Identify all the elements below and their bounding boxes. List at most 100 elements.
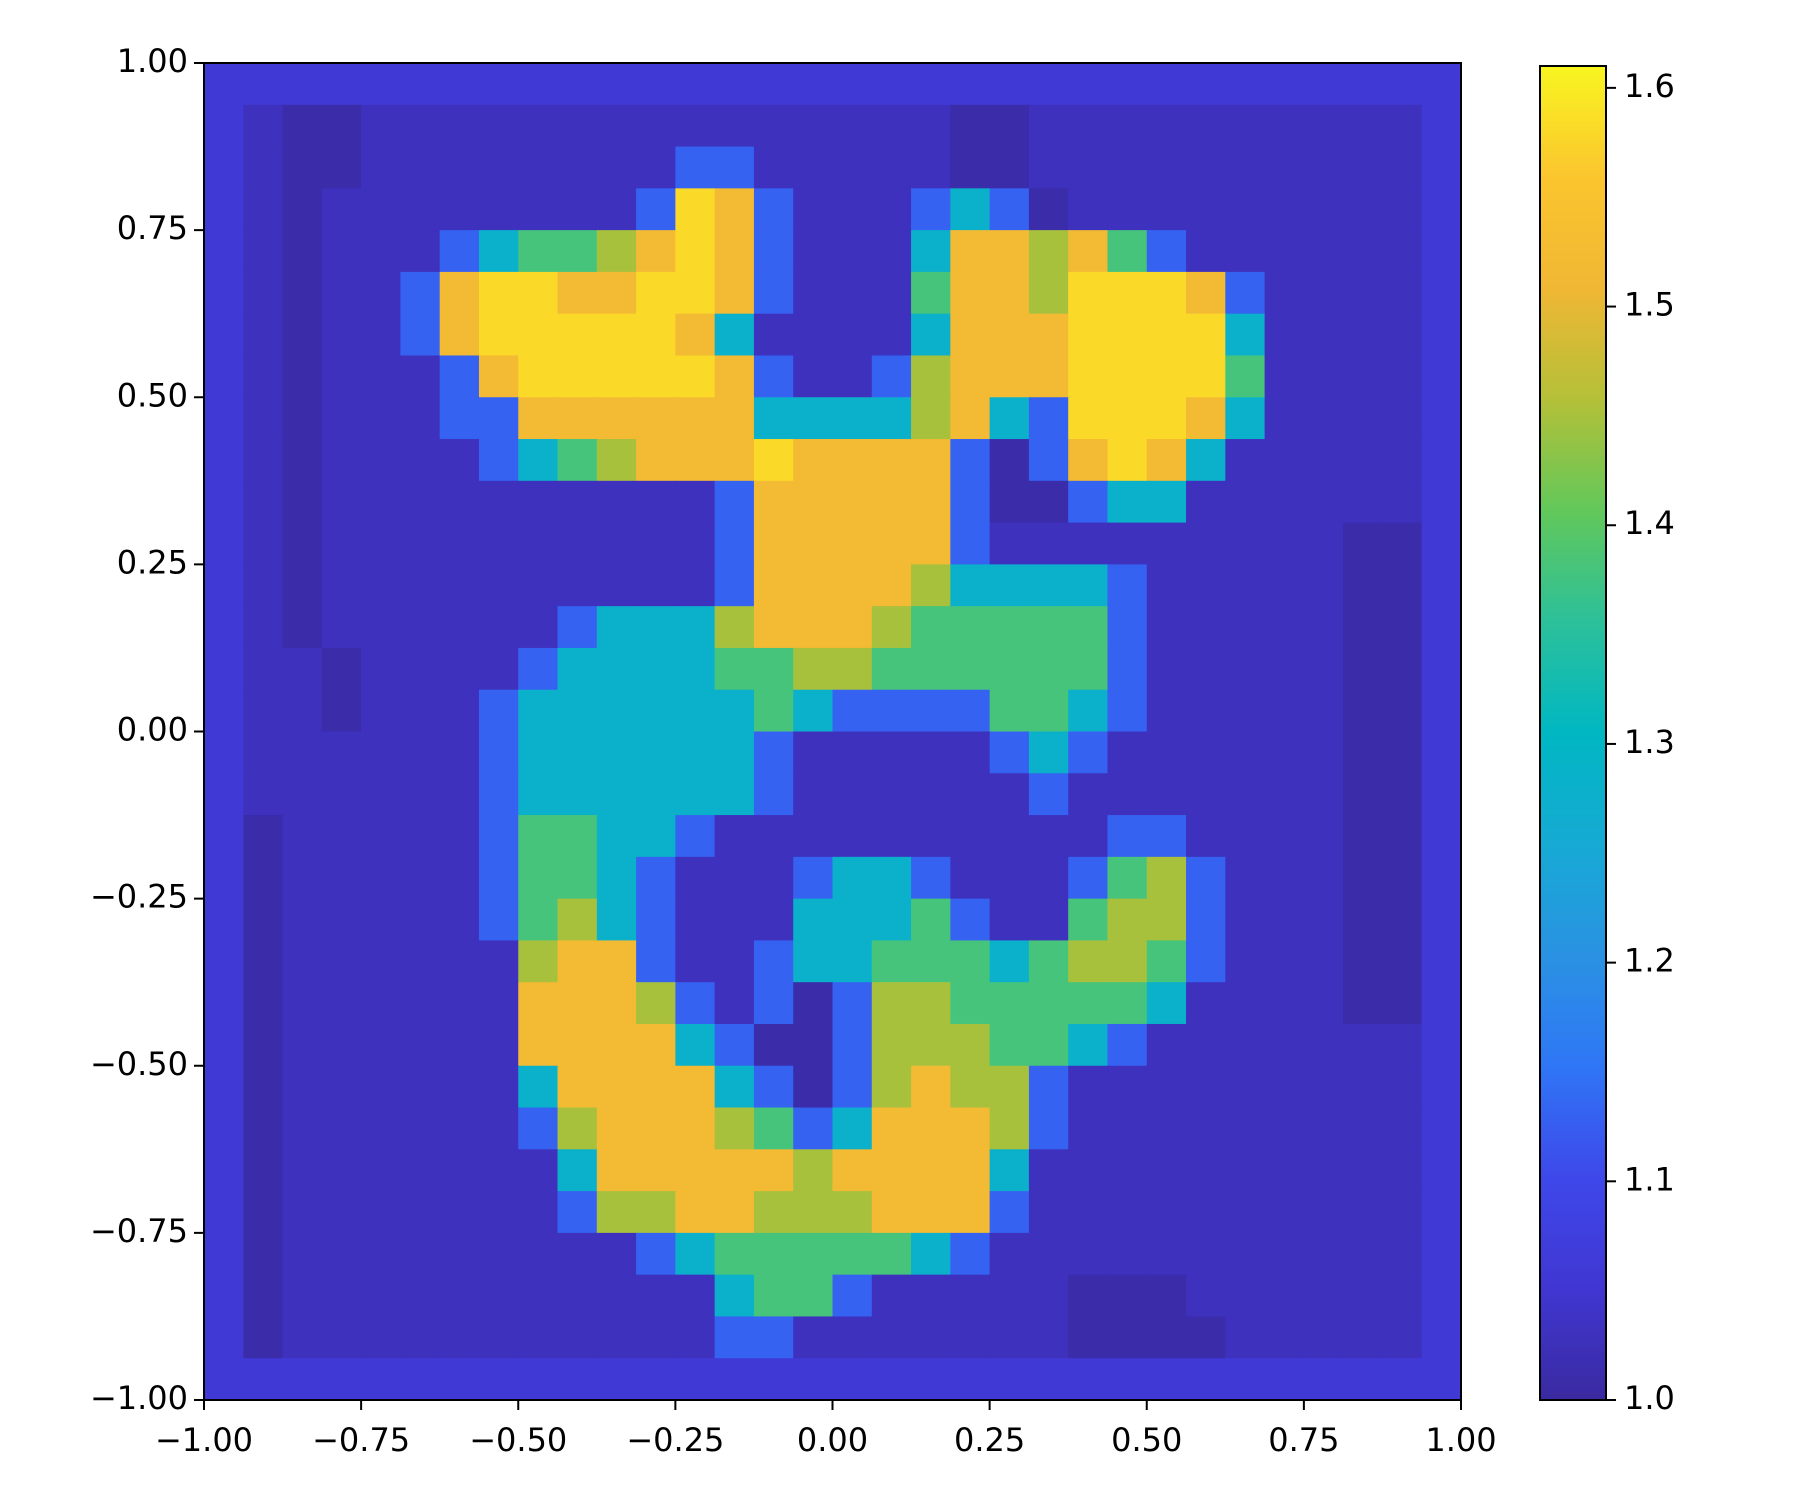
heatmap-cell (1068, 647, 1109, 691)
heatmap-cell (1264, 1316, 1305, 1359)
heatmap-cell (1068, 439, 1109, 482)
heatmap-cell (1303, 1358, 1344, 1401)
heatmap-cell (439, 1023, 480, 1067)
heatmap-cell (243, 480, 284, 524)
heatmap-cell (989, 1107, 1030, 1150)
heatmap-cell (243, 856, 284, 900)
heatmap-cell (1421, 439, 1462, 482)
heatmap-cell (1343, 397, 1384, 440)
heatmap-cell (1146, 647, 1187, 691)
heatmap-cell (1107, 1107, 1148, 1150)
heatmap-cell (596, 564, 637, 607)
heatmap-cell (753, 480, 794, 524)
x-tick-label: 1.00 (1425, 1421, 1496, 1459)
heatmap-cell (557, 480, 598, 524)
heatmap-cell (1146, 564, 1187, 607)
heatmap-cell (1303, 480, 1344, 524)
heatmap-cell (204, 898, 244, 942)
heatmap-cell (1225, 815, 1266, 858)
heatmap-cell (1303, 940, 1344, 983)
heatmap-cell (675, 606, 716, 649)
heatmap-cell (596, 1191, 637, 1234)
heatmap-cell (439, 1274, 480, 1318)
heatmap-cell (1146, 689, 1187, 733)
heatmap-cell (1264, 104, 1305, 148)
heatmap-cell (439, 689, 480, 733)
heatmap-cell (1028, 1358, 1069, 1401)
heatmap-cell (636, 397, 676, 440)
heatmap-cell (596, 606, 637, 649)
heatmap-cell (204, 1274, 244, 1318)
heatmap-cell (321, 731, 362, 774)
heatmap-cell (1146, 1065, 1187, 1109)
heatmap-cell (793, 63, 834, 106)
heatmap-cell (557, 1023, 598, 1067)
heatmap-cell (636, 439, 676, 482)
heatmap-cell (714, 439, 755, 482)
heatmap-cell (518, 1107, 559, 1150)
heatmap-cell (1303, 898, 1344, 942)
heatmap-cell (400, 230, 441, 273)
heatmap-cell (793, 1107, 834, 1150)
heatmap-cell (204, 1107, 244, 1150)
heatmap-cell (911, 982, 951, 1025)
heatmap-cell (282, 313, 323, 357)
heatmap-cell (793, 146, 834, 189)
heatmap-cell (753, 1274, 794, 1318)
heatmap-cell (1107, 1316, 1148, 1359)
heatmap-cell (911, 1358, 951, 1401)
heatmap-cell (439, 815, 480, 858)
heatmap-cell (518, 439, 559, 482)
heatmap-cell (675, 1358, 716, 1401)
heatmap-cell (1107, 397, 1148, 440)
heatmap-cell (321, 146, 362, 189)
heatmap-cell (243, 1149, 284, 1192)
heatmap-cell (1186, 1023, 1226, 1067)
heatmap-cell (1382, 439, 1423, 482)
heatmap-cell (753, 898, 794, 942)
heatmap-cell (1303, 647, 1344, 691)
heatmap-cell (1382, 1191, 1423, 1234)
heatmap-cell (989, 982, 1030, 1025)
heatmap-cell (950, 1274, 991, 1318)
heatmap-cell (243, 271, 284, 315)
heatmap-cell (596, 1358, 637, 1401)
heatmap-cell (596, 313, 637, 357)
heatmap-cell (361, 856, 402, 900)
heatmap-cell (478, 1316, 519, 1359)
heatmap-cell (1028, 104, 1069, 148)
heatmap-cell (204, 1191, 244, 1234)
heatmap-cell (753, 647, 794, 691)
heatmap-cell (1186, 1065, 1226, 1109)
heatmap-cell (753, 522, 794, 565)
heatmap-cell (675, 63, 716, 106)
heatmap-cell (557, 313, 598, 357)
heatmap-cell (675, 856, 716, 900)
heatmap-cell (439, 773, 480, 816)
heatmap-cell (1028, 230, 1069, 273)
heatmap-cell (557, 146, 598, 189)
heatmap-cell (871, 104, 912, 148)
heatmap-cell (1068, 355, 1109, 398)
heatmap-cell (1028, 188, 1069, 231)
heatmap-cell (400, 271, 441, 315)
heatmap-cell (989, 1316, 1030, 1359)
heatmap-cell (204, 564, 244, 607)
heatmap-cell (1421, 188, 1462, 231)
heatmap-cell (1028, 1149, 1069, 1192)
heatmap-cell (204, 439, 244, 482)
heatmap-cell (243, 355, 284, 398)
heatmap-cell (478, 1107, 519, 1150)
heatmap-cell (1186, 1358, 1226, 1401)
heatmap-cell (204, 856, 244, 900)
heatmap-cell (361, 1149, 402, 1192)
heatmap-cell (1068, 773, 1109, 816)
heatmap-cell (557, 564, 598, 607)
heatmap-cell (1186, 731, 1226, 774)
heatmap-cell (243, 1232, 284, 1276)
heatmap-cell (1303, 104, 1344, 148)
heatmap-cell (793, 1191, 834, 1234)
heatmap-cell (204, 815, 244, 858)
heatmap-cell (871, 439, 912, 482)
heatmap-cell (596, 1274, 637, 1318)
